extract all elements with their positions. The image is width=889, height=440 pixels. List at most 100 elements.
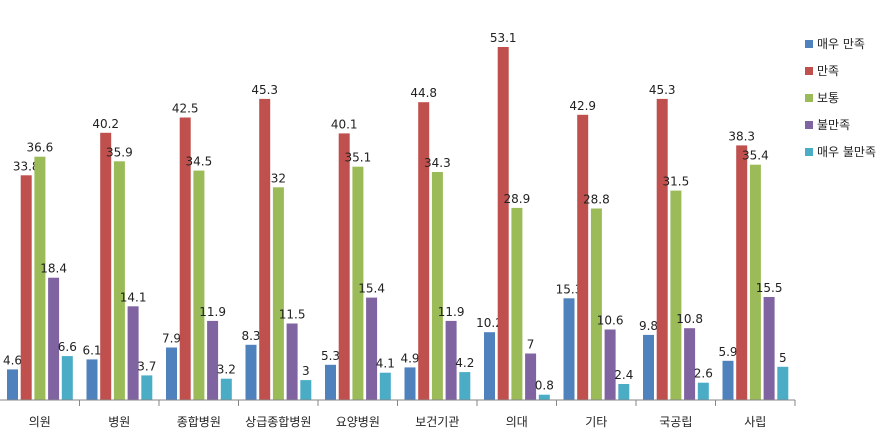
data-label: 11.9 — [438, 305, 465, 319]
bar-2-10 — [736, 145, 748, 400]
data-label: 10.6 — [597, 314, 624, 328]
category-label: 보건기관 — [415, 415, 459, 429]
bar-1-10 — [722, 360, 734, 400]
bar-1-1 — [7, 369, 18, 400]
bar-1-4 — [245, 344, 257, 400]
data-label: 14.1 — [120, 290, 147, 304]
bar-3-1 — [34, 156, 46, 400]
bar-5-9 — [697, 382, 709, 400]
data-label: 6.6 — [58, 340, 77, 354]
data-label: 5.3 — [321, 349, 340, 363]
category-label: 국공립 — [659, 415, 692, 429]
bar-5-10 — [777, 366, 789, 400]
bar-2-2 — [100, 132, 112, 401]
category-label: 사립 — [744, 415, 766, 429]
bar-1-8 — [563, 298, 575, 400]
bar-5-7 — [538, 394, 550, 400]
data-label: 35.1 — [345, 151, 372, 165]
bar-4-10 — [763, 297, 775, 400]
bar-3-9 — [670, 190, 682, 400]
bar-3-3 — [193, 170, 205, 400]
bar-3-5 — [352, 166, 364, 400]
data-label: 15.5 — [756, 281, 783, 295]
data-label: 4.1 — [376, 357, 395, 371]
data-label: 33.8 — [13, 159, 40, 173]
data-label: 35.9 — [106, 145, 133, 159]
data-label: 36.6 — [27, 141, 54, 155]
data-label: 3 — [302, 364, 310, 378]
bars-layer: 4.633.836.618.46.6 6.140.235.914.13.77.94… — [3, 31, 789, 401]
bar-5-5 — [379, 372, 391, 400]
bar-4-1 — [48, 277, 60, 400]
bar-4-9 — [684, 328, 696, 400]
data-label: 42.9 — [569, 99, 596, 113]
category-label: 요양병원 — [336, 415, 380, 429]
data-label: 7.9 — [162, 332, 181, 346]
data-label: 40.1 — [331, 117, 358, 131]
data-label: 38.3 — [728, 129, 755, 143]
bar-1-3 — [166, 347, 177, 400]
data-label: 5.9 — [718, 345, 737, 359]
data-label: 11.9 — [199, 305, 226, 319]
legend-swatch — [805, 121, 813, 129]
legend-label: 매우 불만족 — [817, 145, 876, 159]
data-label: 15.3 — [556, 282, 583, 296]
bar-4-7 — [525, 353, 537, 400]
legend-label: 불만족 — [817, 118, 850, 132]
bar-5-3 — [220, 378, 232, 400]
data-label: 10.8 — [676, 312, 703, 326]
category-label: 기타 — [585, 415, 607, 429]
data-label: 40.2 — [92, 117, 119, 131]
data-label: 44.8 — [410, 86, 437, 100]
bar-4-3 — [207, 320, 219, 400]
data-label: 4.6 — [3, 353, 22, 367]
bar-1-5 — [325, 364, 336, 400]
data-label: 6.1 — [82, 343, 101, 357]
legend-swatch — [805, 148, 813, 156]
data-label: 9.8 — [639, 319, 658, 333]
x-axis-ticks — [79, 400, 796, 406]
category-label: 병원 — [108, 415, 130, 429]
legend-label: 매우 만족 — [817, 37, 865, 51]
bar-5-1 — [61, 356, 73, 400]
bar-1-2 — [86, 359, 98, 400]
data-label: 28.8 — [583, 193, 610, 207]
bar-5-6 — [459, 372, 471, 400]
category-label: 종합병원 — [177, 415, 221, 429]
data-label: 4.9 — [400, 351, 419, 365]
bar-4-6 — [445, 320, 457, 400]
data-label: 11.5 — [279, 308, 306, 322]
data-label: 3.2 — [217, 363, 236, 377]
data-label: 45.3 — [649, 83, 676, 97]
data-label: 45.3 — [251, 83, 278, 97]
data-label: 34.3 — [424, 156, 451, 170]
legend-swatch — [805, 94, 813, 102]
bar-3-2 — [113, 161, 125, 400]
category-labels: 의원 병원 종합병원 상급종합병원 요양병원 보건기관 의대 기타 국공립 사립 — [29, 415, 767, 429]
bar-2-5 — [338, 133, 350, 400]
data-label: 53.1 — [490, 31, 517, 45]
bar-2-9 — [656, 98, 668, 401]
data-label: 32 — [271, 171, 286, 185]
legend-swatch — [805, 67, 813, 75]
bar-2-8 — [577, 114, 589, 401]
data-label: 34.5 — [186, 155, 213, 169]
bar-4-2 — [127, 306, 139, 400]
bar-5-8 — [618, 384, 630, 400]
data-label: 28.9 — [504, 192, 531, 206]
data-label: 15.4 — [358, 282, 385, 296]
category-label: 의대 — [506, 415, 528, 429]
data-label: 3.7 — [137, 359, 156, 373]
data-label: 31.5 — [663, 175, 690, 189]
bar-2-6 — [418, 102, 430, 400]
bar-2-3 — [179, 117, 191, 400]
legend-label: 만족 — [817, 64, 839, 78]
bar-5-2 — [141, 375, 153, 400]
bar-4-8 — [604, 329, 616, 400]
category-label: 상급종합병원 — [245, 415, 311, 429]
bar-1-9 — [643, 334, 654, 400]
bar-2-1 — [20, 175, 32, 400]
data-label: 42.5 — [172, 102, 199, 116]
